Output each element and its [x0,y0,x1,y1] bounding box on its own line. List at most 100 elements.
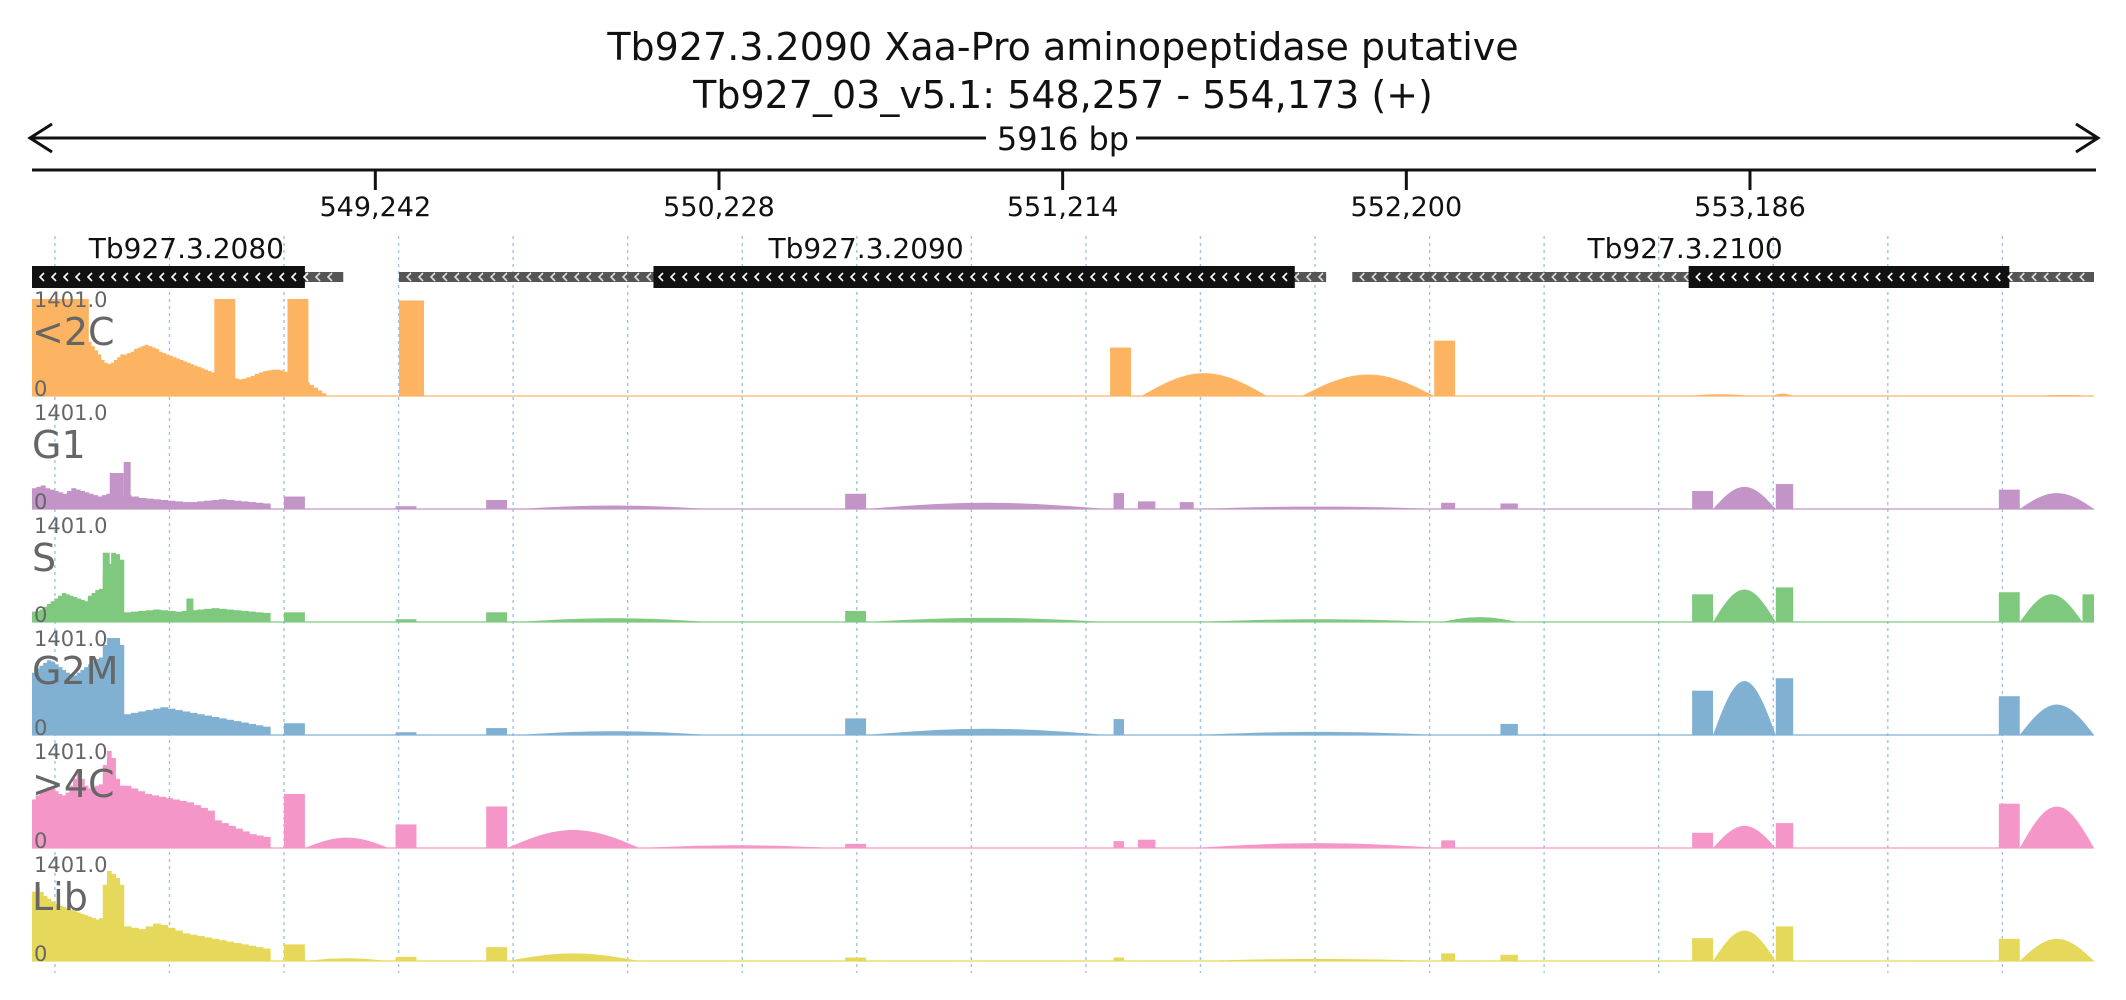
coverage-bin [145,926,154,961]
gene-name-label: Tb927.3.2090 [767,232,963,265]
coverage-hump [1713,680,1776,735]
coverage-bin [145,498,154,509]
coverage-bin [43,662,48,735]
track-name-label: G1 [32,423,86,467]
coverage-bar [1775,823,1794,848]
strand-chevron [1791,272,1797,282]
coverage-bin [84,492,90,509]
coverage-bin [50,901,55,961]
coverage-bin [226,941,235,961]
coverage-track: 1401.0 0 <2C [32,288,2094,401]
gene-annotation-track: Tb927.3.2080 Tb927.3.2090 Tb927.3.2100 [32,232,2094,288]
coverage-bin [95,658,100,735]
coverage-bin [123,926,132,961]
coverage-bin [182,610,191,622]
coverage-bar [1113,841,1124,848]
strand-chevron [693,272,700,282]
gene-model[interactable]: Tb927.3.2100 [1352,232,2094,288]
gene-model[interactable]: Tb927.3.2080 [32,232,344,288]
coverage-bar [1441,840,1456,848]
strand-chevron [813,272,820,282]
coverage-bin [160,924,169,961]
coverage-bin [204,715,213,735]
coverage-bin [218,499,227,509]
coverage-bin [255,612,264,622]
coverage-bin [53,490,59,509]
coverage-bin [76,672,82,735]
coverage-bin [138,711,147,735]
coverage-hump [2019,594,2083,622]
strand-chevron [609,272,616,282]
strand-chevron [1719,272,1725,282]
strand-chevron [1443,272,1449,282]
gene-model[interactable]: Tb927.3.2090 [399,232,1327,288]
coverage-bar [486,947,508,961]
coverage-bin [72,778,78,848]
coverage-bin [65,672,70,735]
coverage-bin [115,778,121,848]
strand-chevron [1551,272,1557,282]
coverage-bin [84,601,89,622]
coverage-bar [845,957,867,961]
coverage-bar [1500,954,1518,961]
coverage-bin [240,944,249,961]
strand-chevron [254,272,261,282]
coverage-bin [262,726,271,735]
coverage-bar [283,944,305,961]
coverage-hump [507,829,640,848]
coverage-bin [87,788,93,848]
strand-chevron [158,272,165,282]
strand-chevron [405,272,412,282]
strand-chevron [1707,272,1713,282]
coverage-bar [287,299,309,396]
coverage-bin [123,612,132,622]
coverage-track: 1401.0 0 G1 [32,401,2094,514]
strand-chevron [501,272,508,282]
coverage-bar [399,300,420,396]
strand-chevron [1815,272,1821,282]
coverage-bar [1692,690,1714,735]
coverage-bin [99,918,104,961]
coverage-bin [117,357,121,396]
coverage-bin [248,502,257,509]
strand-chevron [1305,272,1312,282]
coverage-bin [200,807,208,848]
coverage-bin [111,757,116,848]
coverage-hump [1713,930,1776,961]
coverage-bin [138,610,147,622]
track-scale-min: 0 [34,603,47,627]
coverage-bin [69,595,74,622]
coverage-bin [167,708,176,735]
strand-chevron [62,272,69,282]
coverage-bin [242,378,247,396]
strand-chevron [278,272,285,282]
coverage-bin [61,592,67,622]
coverage-bar [395,732,417,735]
strand-chevron [1731,272,1737,282]
strand-chevron [1431,272,1437,282]
strand-chevron [1899,272,1905,282]
strand-chevron [1407,272,1413,282]
strand-chevron [945,272,952,282]
strand-chevron [849,272,856,282]
strand-chevron [1209,272,1216,282]
coverage-bin [186,802,194,848]
strand-chevron [1779,272,1785,282]
coverage-bin [58,793,63,848]
coverage-bin [50,661,55,735]
coverage-bin [174,501,183,509]
coverage-track: 1401.0 0 >4C [32,740,2094,853]
axis-ticks: 549,242 550,228 551,214 552,200 553,186 [319,170,1806,223]
coverage-bin [158,351,163,396]
coverage-bin [65,908,70,961]
strand-chevron [1077,272,1084,282]
coverage-bar [1137,839,1156,848]
strand-chevron [1839,272,1845,282]
coverage-bin [210,372,215,396]
coverage-bin [211,499,220,509]
coverage-bin [95,785,100,848]
strand-chevron [1161,272,1168,282]
strand-chevron [921,272,928,282]
coverage-bar [283,612,305,622]
coverage-bin [62,493,68,509]
